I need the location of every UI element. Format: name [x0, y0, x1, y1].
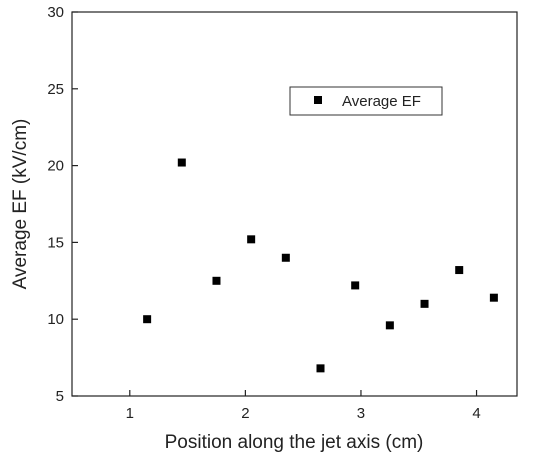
data-point	[177, 158, 186, 167]
legend-marker	[314, 96, 322, 104]
y-tick-label: 25	[47, 81, 64, 98]
data-points	[143, 158, 498, 373]
data-point	[489, 293, 498, 302]
data-point	[316, 364, 325, 373]
plot-frame	[71, 11, 518, 397]
data-point	[281, 253, 290, 262]
y-tick-label: 5	[56, 388, 64, 405]
y-tick-label: 30	[47, 4, 64, 21]
data-point	[247, 235, 256, 244]
data-point	[385, 321, 394, 330]
legend-label: Average EF	[342, 93, 421, 110]
x-tick-label: 3	[357, 405, 365, 422]
x-axis-label: Position along the jet axis (cm)	[165, 432, 424, 453]
x-tick-label: 2	[241, 405, 249, 422]
x-tick-label: 4	[472, 405, 480, 422]
y-tick-label: 10	[47, 311, 64, 328]
data-point	[351, 281, 360, 290]
y-axis-ticks: 5 10 15 20 25 30	[47, 4, 78, 405]
y-tick-label: 15	[47, 234, 64, 251]
data-point	[420, 299, 429, 308]
data-point	[455, 266, 464, 275]
data-point	[212, 276, 221, 285]
x-tick-label: 1	[126, 405, 134, 422]
y-axis-label: Average EF (kV/cm)	[10, 119, 31, 290]
legend: Average EF	[289, 86, 443, 116]
data-point	[143, 315, 152, 324]
legend-box	[289, 86, 443, 116]
x-axis-ticks: 1 2 3 4	[126, 390, 481, 422]
y-tick-label: 20	[47, 158, 64, 175]
